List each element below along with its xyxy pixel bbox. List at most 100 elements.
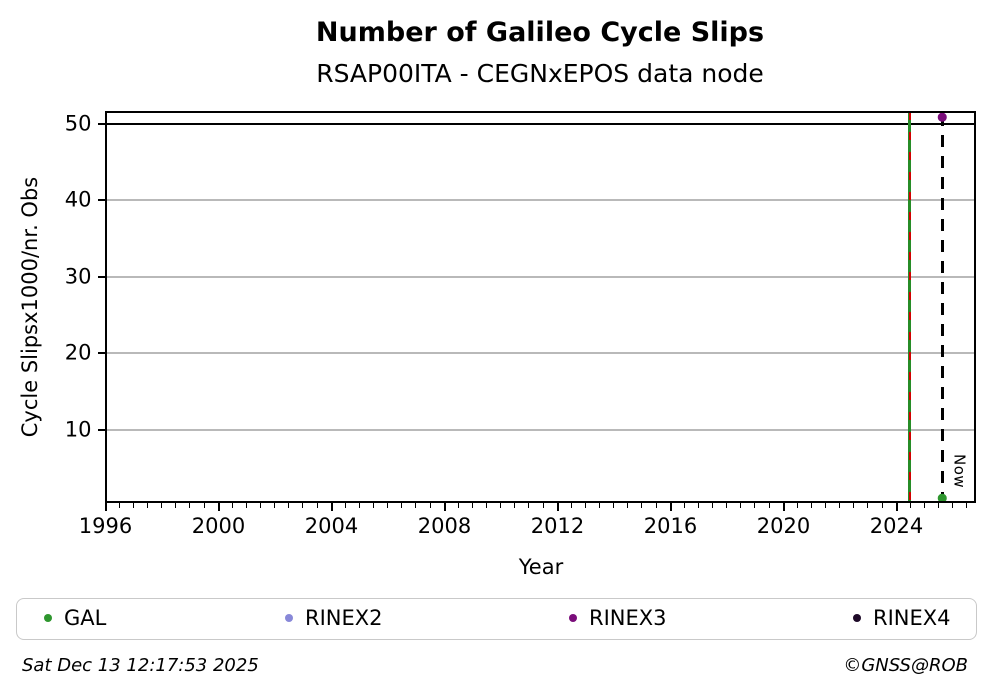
x-minor-tick: [387, 502, 389, 508]
y-tick-10: [97, 428, 106, 431]
gridline-y20: [105, 352, 975, 355]
y-tick-label-20: 20: [64, 340, 92, 365]
legend-label: RINEX4: [873, 605, 951, 630]
x-minor-tick: [599, 502, 601, 508]
event-vline-red-dashed: [908, 111, 911, 503]
x-minor-tick: [500, 502, 502, 508]
plot-area: [105, 111, 976, 503]
x-minor-tick: [288, 502, 290, 508]
legend-item-rinex2: RINEX2: [285, 599, 383, 637]
legend: GAL RINEX2 RINEX3 RINEX4: [16, 598, 977, 640]
x-minor-tick: [542, 502, 544, 508]
x-tick-2004: [330, 502, 333, 511]
x-minor-tick: [613, 502, 615, 508]
x-minor-tick: [923, 502, 925, 508]
x-tick-2020: [782, 502, 785, 511]
x-minor-tick: [316, 502, 318, 508]
gridline-y30: [105, 275, 975, 278]
threshold-line-50: [105, 122, 975, 125]
gridline-y40: [105, 199, 975, 201]
x-minor-tick: [754, 502, 756, 508]
x-minor-tick: [853, 502, 855, 508]
legend-label: RINEX3: [589, 605, 667, 630]
x-minor-tick: [839, 502, 841, 508]
x-minor-tick: [768, 502, 770, 508]
x-minor-tick: [825, 502, 827, 508]
chart-subtitle: RSAP00ITA - CEGNxEPOS data node: [316, 59, 764, 88]
x-minor-tick: [358, 502, 360, 508]
x-minor-tick: [471, 502, 473, 508]
x-minor-tick: [189, 502, 191, 508]
data-point-rinex3: [938, 112, 947, 122]
x-minor-tick: [683, 502, 685, 508]
x-tick-label-2000: 2000: [191, 513, 246, 538]
data-point-gal: [938, 494, 947, 503]
x-minor-tick: [175, 502, 177, 508]
x-minor-tick: [203, 502, 205, 508]
x-minor-tick: [401, 502, 403, 508]
x-minor-tick: [966, 502, 968, 508]
x-minor-tick: [486, 502, 488, 508]
x-minor-tick: [655, 502, 657, 508]
x-minor-tick: [373, 502, 375, 508]
legend-item-rinex4: RINEX4: [853, 599, 951, 637]
x-minor-tick: [740, 502, 742, 508]
rinex2-marker-icon: [285, 614, 293, 622]
x-minor-tick: [302, 502, 304, 508]
x-minor-tick: [570, 502, 572, 508]
x-minor-tick: [881, 502, 883, 508]
x-minor-tick: [726, 502, 728, 508]
y-tick-label-10: 10: [64, 417, 92, 442]
x-tick-1996: [104, 502, 107, 511]
y-tick-label-30: 30: [64, 264, 92, 288]
x-minor-tick: [627, 502, 629, 508]
y-tick-label-50: 50: [64, 111, 92, 135]
legend-label: RINEX2: [305, 605, 383, 630]
x-minor-tick: [132, 502, 134, 508]
x-tick-label-2020: 2020: [756, 513, 811, 538]
gal-marker-icon: [44, 614, 52, 622]
x-minor-tick: [938, 502, 940, 508]
x-minor-tick: [344, 502, 346, 508]
y-axis-label: Cycle Slipsx1000/nr. Obs: [18, 176, 42, 438]
x-minor-tick: [796, 502, 798, 508]
x-minor-tick: [514, 502, 516, 508]
x-minor-tick: [231, 502, 233, 508]
x-tick-label-2024: 2024: [869, 513, 924, 538]
x-minor-tick: [697, 502, 699, 508]
x-minor-tick: [952, 502, 954, 508]
x-minor-tick: [584, 502, 586, 508]
x-minor-tick: [867, 502, 869, 508]
rinex3-marker-icon: [569, 614, 577, 622]
x-minor-tick: [415, 502, 417, 508]
x-tick-label-1996: 1996: [78, 513, 133, 538]
y-tick-40: [97, 199, 106, 201]
timestamp-text: Sat Dec 13 12:17:53 2025: [22, 655, 259, 676]
x-tick-label-2016: 2016: [643, 513, 698, 538]
x-minor-tick: [641, 502, 643, 508]
x-tick-2008: [443, 502, 446, 511]
chart-title: Number of Galileo Cycle Slips: [315, 17, 765, 48]
x-minor-tick: [260, 502, 262, 508]
x-minor-tick: [429, 502, 431, 508]
x-minor-tick: [161, 502, 163, 508]
x-tick-label-2008: 2008: [417, 513, 472, 538]
x-minor-tick: [274, 502, 276, 508]
x-minor-tick: [245, 502, 247, 508]
y-tick-label-40: 40: [64, 187, 92, 212]
legend-label: GAL: [64, 605, 107, 630]
x-minor-tick: [712, 502, 714, 508]
now-vline: [940, 113, 944, 503]
x-minor-tick: [909, 502, 911, 508]
y-tick-30: [97, 275, 106, 278]
gridline-y10: [105, 428, 975, 431]
legend-item-gal: GAL: [44, 599, 106, 637]
x-tick-label-2004: 2004: [304, 513, 359, 538]
copyright-text: ©GNSS@ROB: [843, 655, 968, 676]
x-tick-label-2012: 2012: [530, 513, 585, 538]
x-tick-2012: [556, 502, 559, 511]
x-axis-label: Year: [518, 555, 564, 579]
legend-item-rinex3: RINEX3: [569, 599, 667, 637]
